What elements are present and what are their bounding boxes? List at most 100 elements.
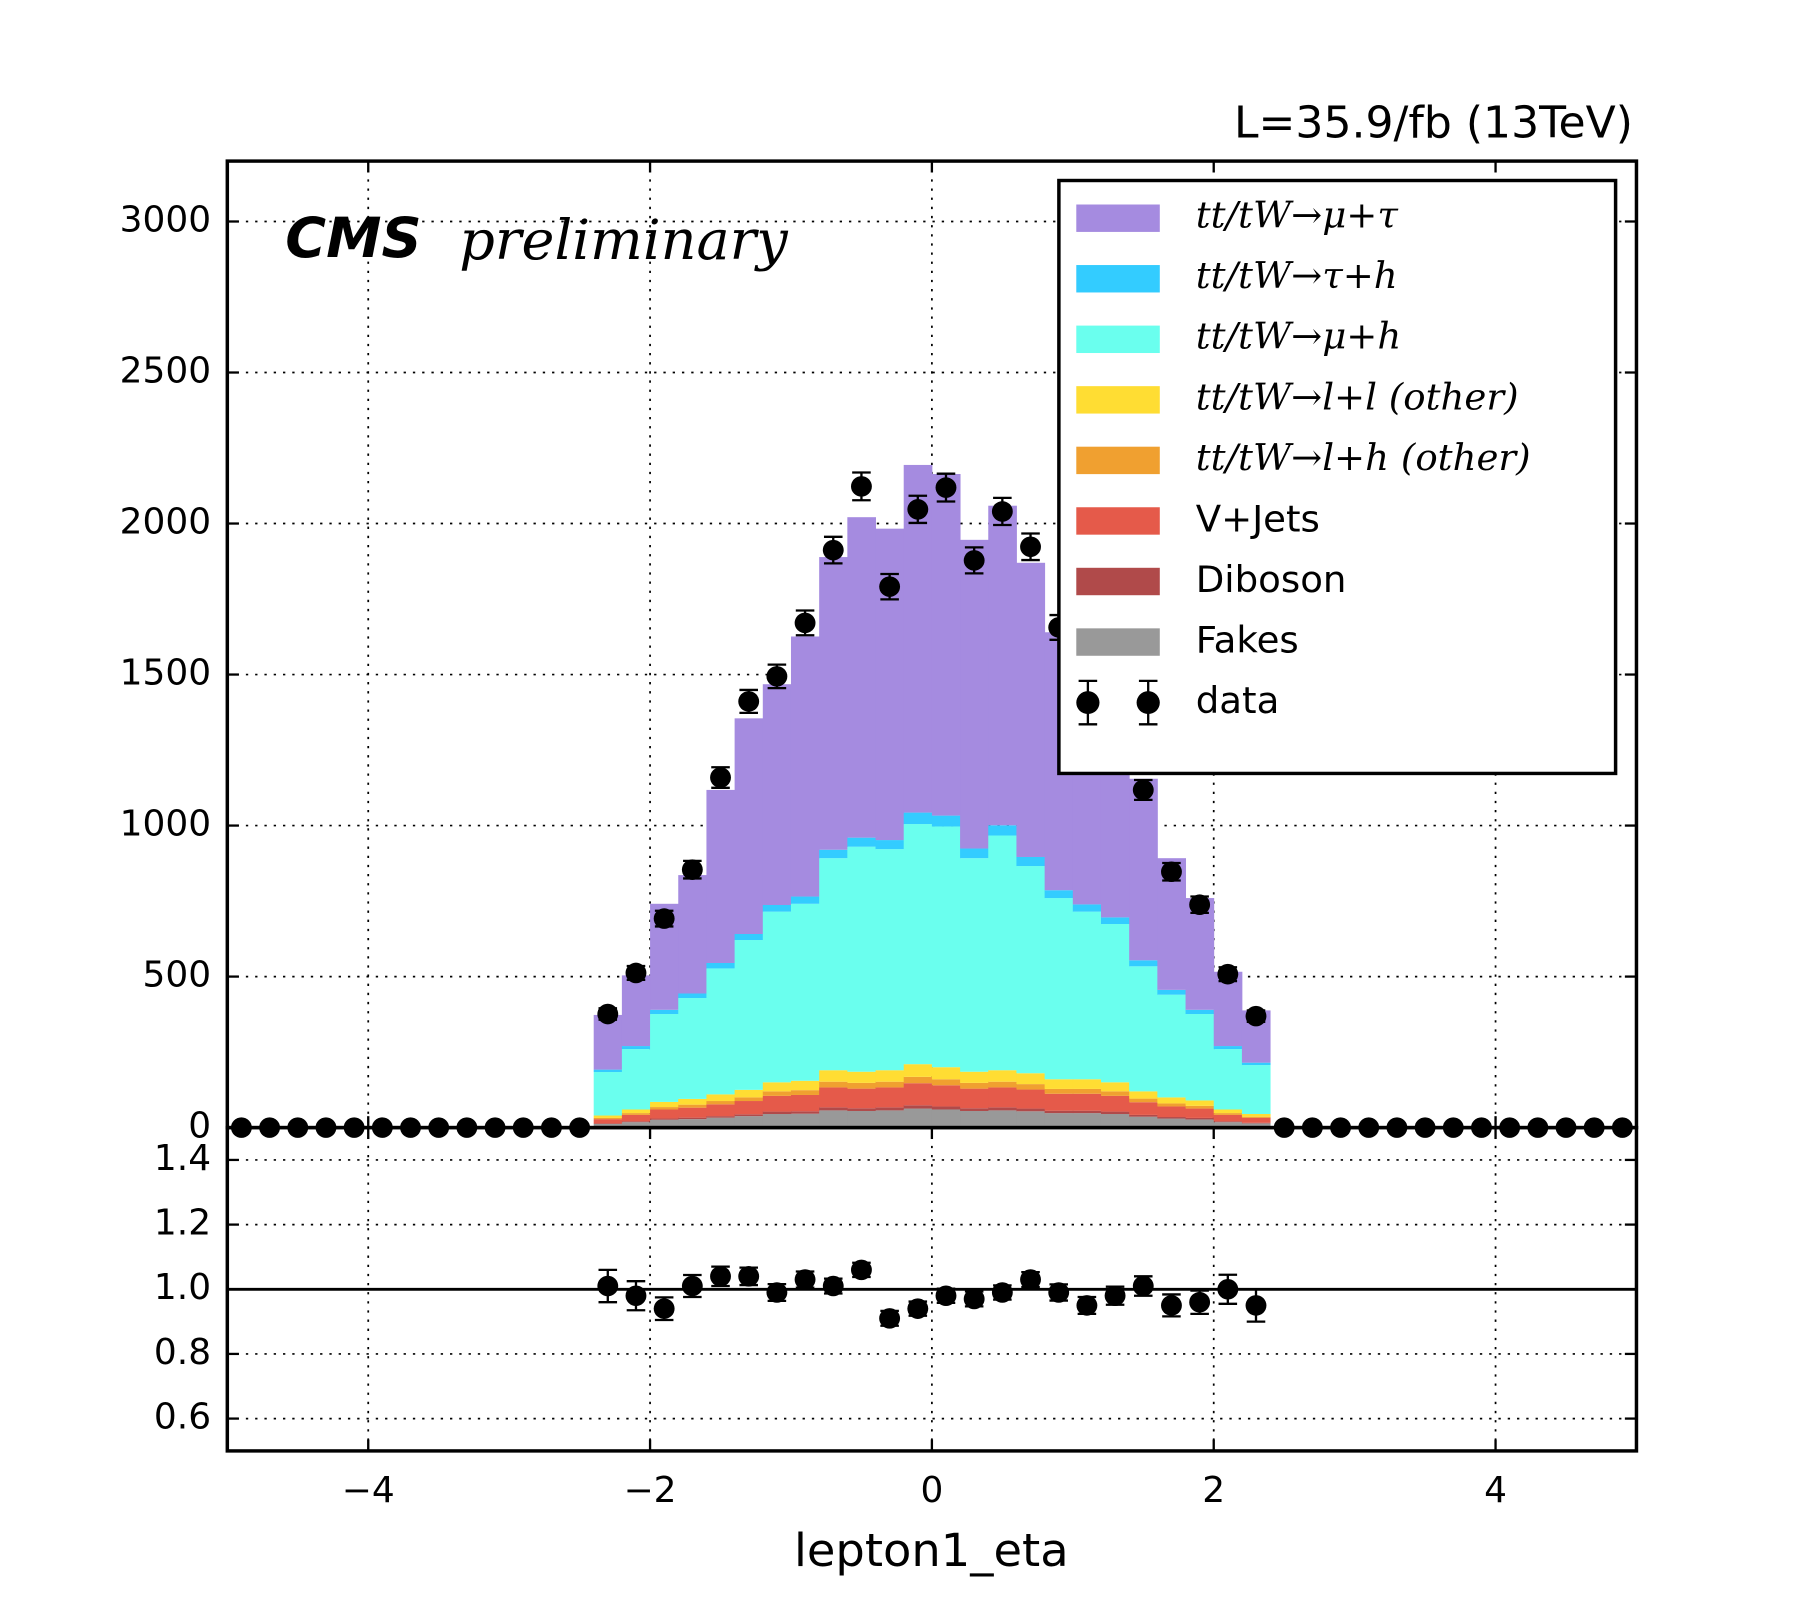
x-tick-label: 0	[920, 1470, 943, 1511]
stack-segment	[988, 1081, 1017, 1088]
data-point	[681, 859, 703, 880]
stack-segment	[762, 1082, 792, 1092]
stack-segment	[819, 1087, 848, 1108]
legend-label: Fakes	[1196, 619, 1299, 662]
data-point	[710, 1265, 731, 1288]
stack-segment	[1072, 904, 1102, 912]
stack-segment	[1185, 898, 1215, 1010]
stack-segment	[593, 1069, 623, 1073]
data-point	[794, 1269, 816, 1290]
stack-segment	[678, 1098, 707, 1105]
legend-label: V+Jets	[1196, 498, 1320, 541]
stack-segment	[1185, 1014, 1215, 1101]
stack-segment	[593, 1072, 623, 1116]
stack-segment	[790, 636, 820, 897]
data-point	[653, 1296, 675, 1322]
stack-segment	[1185, 1105, 1215, 1109]
data-point	[1217, 963, 1239, 985]
stack-segment	[1129, 1114, 1158, 1117]
data-marker	[850, 1259, 872, 1281]
data-marker	[1048, 1282, 1070, 1303]
stack-segment	[988, 835, 1017, 1071]
stack-segment	[1016, 1111, 1046, 1128]
stack-segment	[1100, 917, 1130, 925]
stack-segment	[1129, 1116, 1158, 1128]
stack-segment	[1072, 1079, 1102, 1089]
stack-segment	[875, 1107, 905, 1111]
stack-segment	[903, 1076, 933, 1084]
stack-segment	[931, 826, 961, 1068]
data-marker	[738, 691, 760, 712]
stack-segment	[650, 1107, 679, 1110]
stack-segment	[903, 1083, 933, 1106]
data-point	[597, 1003, 619, 1025]
legend-label: tt/tW→μ+h	[1196, 315, 1402, 358]
data-marker	[1161, 861, 1182, 883]
stack-segment	[1157, 1103, 1187, 1107]
data-marker	[738, 1266, 760, 1287]
stack-segment	[903, 812, 933, 825]
stack-segment	[593, 1123, 623, 1124]
data-point	[710, 766, 731, 789]
data-marker	[963, 1288, 985, 1310]
data-marker	[1020, 536, 1041, 558]
stack-segment	[1100, 924, 1130, 1083]
legend-marker	[1136, 691, 1160, 715]
stack-segment	[621, 1109, 651, 1114]
stack-segment	[678, 1107, 707, 1118]
data-point	[766, 1282, 788, 1303]
stack-segment	[875, 840, 905, 850]
x-tick-label: 2	[1202, 1470, 1225, 1511]
data-point	[653, 908, 675, 929]
stack-segment	[875, 1070, 905, 1082]
stack-segment	[875, 1087, 905, 1108]
stack-segment	[903, 1108, 933, 1128]
data-point	[963, 1288, 985, 1310]
data-marker	[1217, 1278, 1239, 1300]
stack-segment	[762, 1114, 792, 1128]
stack-segment	[1129, 1102, 1158, 1115]
stack-segment	[847, 1088, 876, 1109]
stack-segment	[790, 1113, 820, 1128]
legend-label: tt/tW→τ+h	[1196, 254, 1398, 297]
y-tick-label: 1.0	[154, 1267, 211, 1308]
data-point	[1132, 1275, 1154, 1297]
stack-segment	[847, 846, 876, 1072]
stack-segment	[650, 1101, 679, 1108]
y-tick-label: 0	[188, 1106, 211, 1147]
stack-segment	[931, 473, 961, 816]
stack-segment	[1213, 1121, 1243, 1123]
data-point	[738, 1266, 760, 1287]
stack-segment	[819, 1081, 848, 1088]
stack-segment	[1100, 1095, 1130, 1112]
data-point	[1189, 894, 1211, 915]
data-marker	[907, 499, 929, 520]
data-point	[935, 1285, 957, 1307]
data-marker	[1245, 1005, 1267, 1027]
stack-segment	[960, 539, 989, 849]
legend-swatch	[1076, 386, 1160, 414]
data-marker	[879, 1308, 901, 1329]
y-tick-label: 1.2	[154, 1203, 211, 1244]
stack-segment	[819, 1107, 848, 1111]
data-marker	[879, 576, 901, 597]
stack-segment	[706, 1117, 736, 1128]
stack-segment	[1016, 1073, 1046, 1085]
data-marker	[1104, 1285, 1126, 1307]
data-point	[850, 1259, 872, 1281]
y-tick-label: 1500	[120, 653, 211, 694]
stack-segment	[734, 1114, 764, 1117]
stack-segment	[1213, 1113, 1243, 1115]
stack-segment	[819, 858, 848, 1071]
legend-label: data	[1196, 679, 1280, 722]
data-point	[794, 609, 816, 637]
stack-segment	[960, 858, 989, 1072]
data-marker	[1189, 1291, 1211, 1313]
x-tick-label: 4	[1484, 1470, 1507, 1511]
stack-segment	[678, 1104, 707, 1108]
stack-segment	[706, 1116, 736, 1118]
data-marker	[1189, 894, 1211, 915]
stack-segment	[988, 1087, 1017, 1108]
data-marker	[963, 550, 985, 571]
